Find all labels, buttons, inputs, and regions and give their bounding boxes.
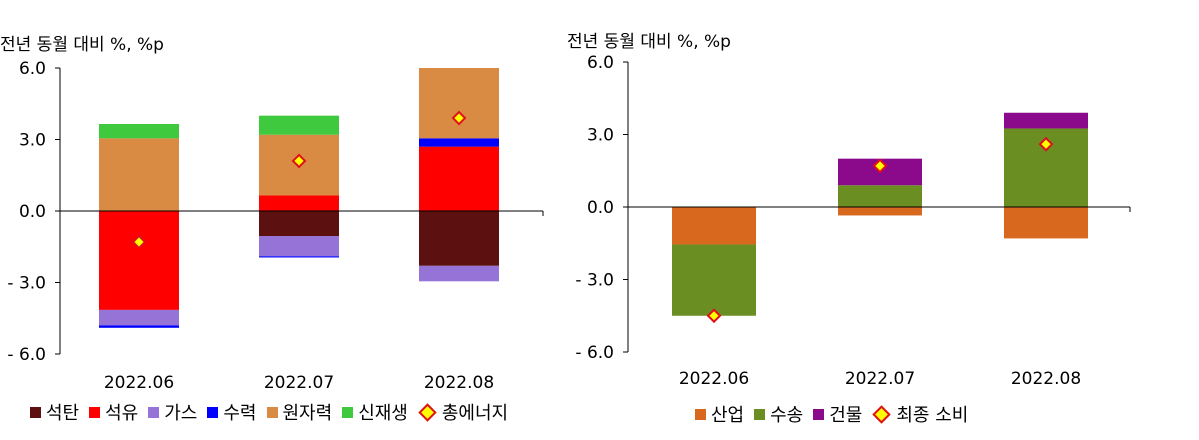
legend-label: 건물 [829, 405, 863, 426]
legend-label: 최종 소비 [896, 405, 969, 426]
legend-item: 수송 [754, 401, 803, 427]
bar-segment-가스 [99, 309, 179, 326]
y-tick-label: 6.0 [19, 59, 46, 79]
legend-swatch [813, 408, 825, 420]
x-tick-label: 2022.07 [264, 373, 334, 393]
bar-segment-수송 [672, 244, 756, 316]
diamond-marker-icon [872, 404, 892, 424]
legend-swatch [207, 406, 219, 418]
chart-svg-left: 6.0 3.0 0.0 - 3.0 - 6.0 2022.06 2022.07 2022.08 [7, 59, 544, 393]
x-tick-label: 2022.08 [424, 373, 494, 393]
y-tick-label: 6.0 [587, 53, 614, 73]
legend-label: 석탄 [46, 403, 80, 424]
total-marker [1038, 136, 1054, 152]
bar-segment-석유 [259, 195, 339, 211]
legend-swatch [342, 406, 354, 418]
y-tick-label: - 3.0 [575, 271, 614, 291]
legend-swatch [148, 406, 160, 418]
legend-item: 원자력 [266, 399, 333, 425]
legend-label: 가스 [164, 403, 198, 424]
legend-swatch [30, 406, 41, 418]
legend-item: 신재생 [342, 399, 408, 425]
y-tick-label: 3.0 [587, 126, 614, 146]
x-tick-label: 2022.06 [679, 369, 749, 389]
bar-segment-석유 [419, 146, 499, 211]
chart-energy-source: 전년 동월 대비 %, %p 6.0 3.0 0.0 - 3.0 - 6.0 2022.0… [0, 0, 590, 440]
y-tick-label: 0.0 [19, 202, 46, 222]
bar-segment-산업 [1004, 207, 1088, 239]
diamond-marker-icon [418, 402, 437, 422]
bar-segment-석탄 [259, 211, 339, 237]
legend-label: 신재생 [358, 403, 408, 424]
chart-svg-right: 6.0 3.0 0.0 - 3.0 - 6.0 2022.06 2022.07 2022.08 [575, 53, 1131, 389]
bar-segment-가스 [259, 236, 339, 257]
legend-swatch [266, 406, 278, 418]
legend-item: 수력 [207, 399, 257, 425]
total-marker [706, 308, 722, 324]
bar-segment-가스 [419, 265, 499, 282]
bar-segment-신재생 [99, 124, 179, 139]
x-tick-label: 2022.06 [104, 373, 174, 393]
legend-label: 수력 [223, 403, 257, 424]
unit-label: 전년 동월 대비 %, %p [0, 35, 164, 55]
bar-segment-수력 [259, 256, 339, 258]
legend-label: 석유 [105, 403, 139, 424]
legend-item: 산업 [695, 401, 744, 427]
chart-consumption-sector: 전년 동월 대비 %, %p 6.0 3.0 0.0 - 3.0 - 6.0 2022.0… [560, 0, 1199, 440]
bar-segment-산업 [672, 207, 756, 245]
unit-label: 전년 동월 대비 %, %p [567, 32, 731, 52]
legend-item: 건물 [813, 401, 862, 427]
bar-segment-수송 [838, 185, 922, 207]
bar-segment-원자력 [419, 68, 499, 139]
legend-label: 원자력 [282, 403, 333, 424]
y-tick-label: 0.0 [587, 198, 614, 218]
bar-segment-건물 [1004, 112, 1088, 129]
bar-segment-수력 [419, 138, 499, 147]
y-tick-label: - 3.0 [7, 274, 46, 294]
total-marker [131, 234, 147, 250]
total-marker [291, 153, 307, 169]
legend-item: 가스 [148, 399, 197, 425]
legend-label: 총에너지 [441, 403, 509, 424]
legend-swatch [695, 408, 706, 420]
x-tick-label: 2022.08 [1011, 369, 1081, 389]
legend-label: 수송 [770, 405, 804, 426]
bar-segment-석탄 [419, 211, 499, 266]
y-tick-label: 3.0 [19, 131, 46, 151]
legend-item: 석유 [89, 399, 138, 425]
y-tick-label: - 6.0 [7, 345, 46, 365]
legend-swatch [89, 406, 101, 418]
bar-segment-석유 [99, 211, 179, 310]
bar-segment-원자력 [99, 138, 179, 211]
legend: 석탄 석유 가스 수력 원자력 신재생 총에너지 [30, 399, 518, 425]
y-tick-label: - 6.0 [575, 343, 614, 363]
bar-segment-신재생 [259, 115, 339, 135]
legend-swatch [754, 408, 766, 420]
total-marker [872, 158, 888, 174]
total-marker [451, 110, 467, 126]
legend-label: 산업 [711, 405, 745, 426]
legend-item-total: 최종 소비 [872, 401, 968, 427]
bar-segment-산업 [838, 207, 922, 216]
x-tick-label: 2022.07 [845, 369, 915, 389]
legend: 산업 수송 건물 최종 소비 [695, 401, 978, 427]
bar-segment-수력 [99, 325, 179, 328]
legend-item-total: 총에너지 [418, 399, 508, 425]
legend-item: 석탄 [30, 399, 79, 425]
